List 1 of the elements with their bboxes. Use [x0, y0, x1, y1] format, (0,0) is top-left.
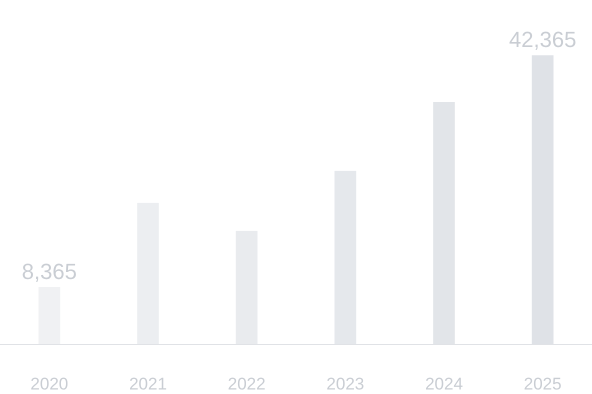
- bar: [38, 286, 60, 344]
